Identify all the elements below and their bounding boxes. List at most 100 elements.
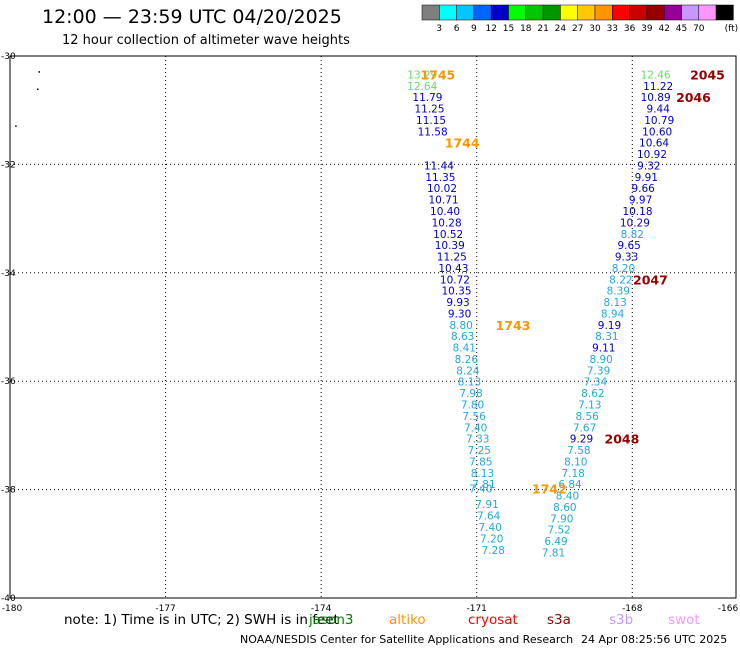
- color-bin-label: 15: [503, 24, 514, 34]
- wave-height-value: 7.56: [462, 411, 486, 423]
- color-bin: [629, 4, 648, 21]
- color-bin: [421, 4, 440, 21]
- x-tick-label: -168: [622, 604, 643, 614]
- wave-height-value: 7.90: [550, 513, 573, 525]
- wave-height-value: 8.20: [612, 263, 635, 275]
- x-tick-label: -177: [155, 604, 175, 614]
- wave-height-value: 8.13: [603, 297, 626, 309]
- land-speck: [36, 88, 39, 91]
- wave-height-value: 7.25: [468, 445, 491, 457]
- wave-height-value: 13.29: [407, 69, 437, 81]
- land-speck: [38, 71, 41, 73]
- pass-time-label: 2045: [690, 67, 725, 82]
- tick-labels: -180 -177 -174 -171 -168 -166 -30 -32 -34 -36 -38 -…: [1, 52, 738, 614]
- color-bin-label: 24: [555, 24, 567, 34]
- wave-height-value: 7.52: [547, 525, 570, 537]
- wave-height-value: 11.22: [643, 81, 673, 93]
- wave-height-labels: 13.2912.6411.7911.2511.1511.5811.4411.35…: [407, 69, 674, 559]
- wave-height-value: 7.80: [461, 400, 484, 412]
- wave-height-value: 10.39: [435, 240, 465, 252]
- wave-height-value: 9.44: [647, 104, 671, 116]
- wave-height-value: 7.58: [567, 445, 590, 457]
- wave-height-value: 8.41: [453, 343, 476, 355]
- wave-height-value: 9.66: [631, 183, 655, 195]
- wave-height-value: 8.22: [609, 274, 632, 286]
- wave-height-value: 11.25: [414, 104, 444, 116]
- satellite-altiko: altiko: [389, 612, 426, 628]
- wave-height-value: 8.24: [456, 365, 480, 377]
- color-bin: [560, 4, 578, 21]
- color-bin: [490, 4, 509, 21]
- grid-lines: [10, 56, 736, 598]
- color-bin-label: 3: [436, 24, 442, 34]
- wave-height-value: 9.33: [615, 252, 638, 264]
- color-bin: [577, 4, 596, 21]
- x-tick-label: -171: [466, 604, 486, 614]
- color-bin-label: 39: [641, 24, 653, 34]
- wave-height-value: 11.25: [437, 252, 467, 264]
- color-bin-label: 36: [624, 24, 636, 34]
- wave-height-value: 10.35: [441, 286, 471, 298]
- color-bin: [439, 4, 457, 21]
- wave-height-value: 8.63: [451, 331, 474, 343]
- color-bin: [646, 4, 665, 21]
- wave-height-value: 7.85: [469, 456, 492, 468]
- color-bin-label: 12: [485, 24, 496, 34]
- wave-height-value: 8.13: [458, 377, 481, 389]
- wave-height-value: 10.92: [637, 149, 667, 161]
- wave-height-value: 12.64: [407, 81, 437, 93]
- color-bin: [681, 4, 700, 21]
- color-bin-label: 45: [676, 24, 687, 34]
- wave-height-value: 8.56: [575, 411, 599, 423]
- wave-height-value: 7.40: [464, 422, 487, 434]
- land-speck: [15, 125, 17, 127]
- wave-height-value: 6.84: [558, 479, 582, 491]
- wave-height-value: 10.71: [428, 195, 458, 207]
- wave-height-value: 10.28: [432, 217, 462, 229]
- wave-height-value: 9.30: [448, 308, 471, 320]
- wave-height-value: 7.40: [469, 484, 492, 496]
- generated-timestamp: 24 Apr 08:25:56 UTC 2025: [581, 633, 728, 646]
- wave-height-value: 11.44: [424, 160, 454, 172]
- color-bin-label: 9: [471, 24, 477, 34]
- wave-height-value: 7.39: [587, 365, 610, 377]
- wave-height-value: 10.02: [427, 183, 457, 195]
- wave-height-value: 8.13: [471, 468, 494, 480]
- pass-time-label: 2046: [676, 90, 711, 105]
- color-bin: [525, 4, 544, 21]
- wave-height-value: 7.67: [573, 422, 596, 434]
- wave-height-value: 8.39: [607, 286, 630, 298]
- footer-note: note: 1) Time is in UTC; 2) SWH is in fe…: [64, 612, 339, 628]
- pass-time-label: 1743: [496, 318, 531, 333]
- pass-time-labels: 1745 1744 1743 1742 2045 2046 2047 2048: [420, 67, 724, 496]
- wave-height-value: 8.40: [556, 491, 579, 503]
- wave-height-value: 8.90: [589, 354, 612, 366]
- wave-height-value: 7.28: [482, 545, 505, 557]
- y-tick-label: -38: [1, 486, 16, 496]
- wave-height-value: 8.62: [581, 388, 604, 400]
- wave-height-value: 10.72: [440, 274, 470, 286]
- color-bin: [473, 4, 492, 21]
- wave-height-value: 9.65: [617, 240, 640, 252]
- satellite-swot: swot: [668, 612, 700, 628]
- wave-height-value: 7.18: [561, 468, 584, 480]
- y-tick-label: -34: [1, 269, 16, 279]
- wave-height-value: 8.82: [621, 229, 644, 241]
- color-bin-label: 6: [454, 24, 460, 34]
- color-bin: [715, 4, 734, 21]
- pass-time-label: 1742: [532, 482, 567, 497]
- wave-height-value: 8.94: [601, 308, 625, 320]
- wave-height-value: 12.46: [641, 69, 671, 81]
- color-bin: [542, 4, 561, 21]
- wave-height-value: 11.79: [412, 92, 442, 104]
- color-bin-label: 27: [572, 24, 583, 34]
- chart-title: 12:00 — 23:59 UTC 04/20/2025: [42, 6, 342, 28]
- pass-time-label: 2048: [605, 432, 640, 447]
- wave-height-value: 11.15: [416, 115, 446, 127]
- wave-height-value: 7.81: [542, 547, 565, 559]
- color-bin-label: 70: [693, 24, 705, 34]
- wave-height-value: 10.60: [642, 126, 672, 138]
- wave-height-value: 7.81: [472, 479, 495, 491]
- satellite-jason3: jason3: [309, 612, 354, 628]
- wave-height-value: 9.11: [592, 343, 615, 355]
